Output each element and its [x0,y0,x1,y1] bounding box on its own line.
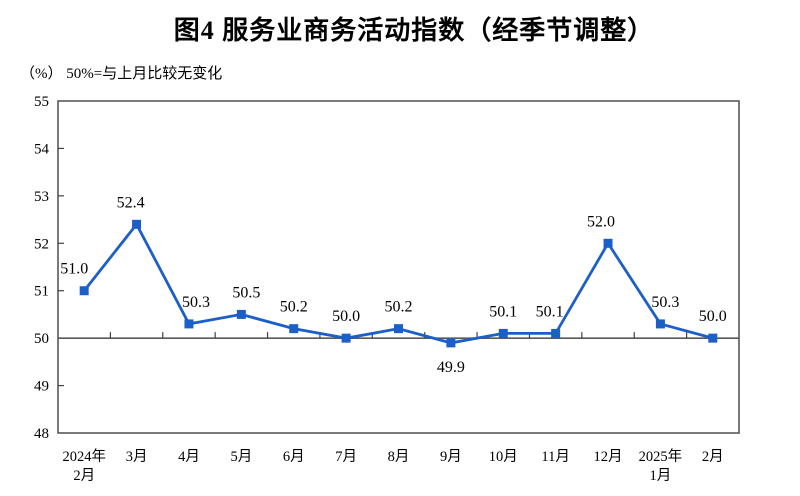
x-axis-label: 7月 [335,449,357,465]
data-point-marker [79,286,89,296]
data-point-label: 50.0 [699,308,727,325]
data-point-label: 50.2 [280,299,308,316]
x-axis-label: 10月 [489,449,518,465]
y-axis-label: 50 [34,331,49,347]
data-point-marker [708,333,718,343]
y-axis-label: 55 [34,94,49,110]
x-axis-label: 4月 [178,449,200,465]
y-axis-label: 49 [34,379,49,395]
data-point-marker [655,319,665,329]
data-point-marker [184,319,194,329]
data-point-label: 50.0 [332,308,360,325]
y-axis-label: 53 [34,189,49,205]
data-point-label: 50.3 [651,294,679,311]
data-point-marker [394,324,403,334]
y-axis-label: 48 [34,426,49,442]
chart-unit-note: （%） 50%=与上月比较无变化 [20,66,223,82]
y-axis-label: 54 [34,141,50,157]
data-point-marker [289,324,299,334]
x-axis-label: 2025年 1月 [639,448,683,484]
x-axis-label: 5月 [230,449,252,465]
x-axis-label: 2024年 2月 [62,448,106,484]
data-point-marker [603,238,613,248]
x-axis-label: 6月 [283,449,305,465]
data-point-marker [551,328,561,338]
data-point-label: 51.0 [60,261,88,278]
x-axis-label: 11月 [541,449,569,465]
x-axis-label: 8月 [388,449,410,465]
chart-title: 图4 服务业商务活动指数（经季节调整） [173,16,655,45]
data-point-label: 50.5 [232,284,260,301]
data-point-label: 50.1 [489,303,517,320]
x-axis-label: 12月 [594,449,623,465]
data-point-marker [132,219,142,229]
y-axis-label: 51 [34,284,49,300]
data-point-label: 52.4 [117,194,145,211]
data-point-marker [236,309,246,319]
plot-border [57,100,740,434]
data-point-marker [341,333,351,343]
data-point-label: 52.0 [587,213,615,230]
x-axis-label: 3月 [126,449,148,465]
x-axis-label: 2月 [702,449,724,465]
data-point-marker [446,338,456,348]
y-axis-label: 52 [34,236,49,252]
data-point-label: 49.9 [437,359,465,376]
x-axis-label: 9月 [440,449,462,465]
data-point-label: 50.1 [536,303,564,320]
data-point-label: 50.3 [182,294,210,311]
data-point-marker [498,328,508,338]
data-point-label: 50.2 [385,299,413,316]
